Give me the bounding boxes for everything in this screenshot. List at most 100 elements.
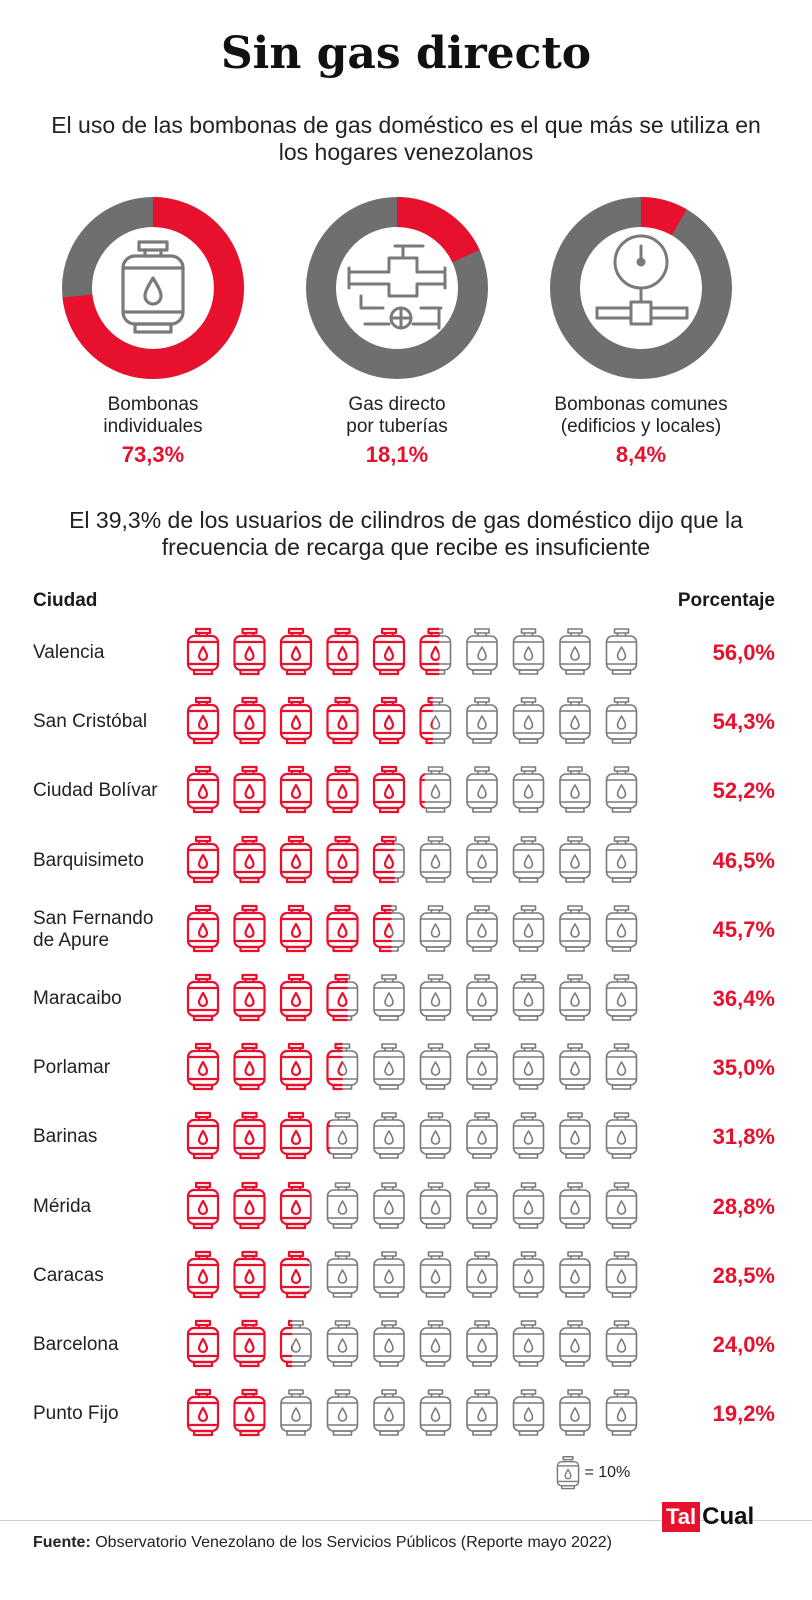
gas-cylinder-icon bbox=[559, 697, 591, 744]
donut-2: Gas directo por tuberías 18,1% bbox=[282, 196, 512, 468]
gas-cylinder-icon bbox=[559, 904, 591, 952]
subtitle: El uso de las bombonas de gas doméstico … bbox=[51, 112, 761, 165]
donut-slice bbox=[306, 197, 488, 379]
gas-cylinder-icon bbox=[184, 695, 222, 750]
gas-cylinder-icon bbox=[184, 1248, 222, 1303]
gas-cylinder-icon bbox=[419, 835, 452, 883]
donut-label-line1: Bombonas comunes bbox=[554, 394, 728, 415]
footer-divider bbox=[0, 1520, 812, 1521]
gas-cylinder-icon bbox=[370, 902, 405, 957]
gas-cylinder-icon bbox=[605, 766, 638, 814]
donut-value: 8,4% bbox=[615, 442, 667, 467]
logo-part2: Cual bbox=[702, 1503, 755, 1530]
gas-cylinder-icon bbox=[373, 1320, 405, 1367]
gas-cylinder-icon bbox=[512, 1320, 545, 1367]
gas-cylinder-icon bbox=[559, 1389, 591, 1436]
gas-cylinder-icon bbox=[184, 764, 222, 819]
gas-cylinder-icon bbox=[326, 1389, 359, 1436]
gas-cylinder-icon bbox=[512, 628, 545, 675]
city-label-line2: de Apure bbox=[33, 929, 110, 951]
gas-cylinder-icon bbox=[466, 628, 498, 675]
gas-cylinder-icon bbox=[370, 626, 408, 680]
gas-cylinder-icon bbox=[323, 902, 362, 957]
city-label: Punto Fijo bbox=[33, 1403, 119, 1425]
gas-cylinder-icon bbox=[512, 766, 545, 814]
table-row: Barquisimeto 46,5% bbox=[0, 833, 812, 894]
pipe-valve-icon bbox=[347, 244, 447, 330]
gas-cylinder-icon bbox=[184, 833, 222, 888]
gas-cylinder-icon bbox=[184, 1110, 222, 1165]
gas-cylinder-icon bbox=[230, 764, 269, 819]
gas-cylinder-icon bbox=[559, 1250, 591, 1298]
gas-cylinder-icon bbox=[323, 764, 362, 819]
gas-cylinder-icon bbox=[605, 1043, 638, 1090]
pictogram-icons bbox=[184, 626, 638, 680]
gas-cylinder-icon bbox=[277, 1248, 312, 1303]
gas-cylinder-icon bbox=[323, 626, 362, 680]
gas-cylinder-icon bbox=[230, 626, 269, 680]
table-row: Punto Fijo 19,2% bbox=[0, 1387, 812, 1447]
gas-cylinder-icon bbox=[323, 1110, 359, 1165]
table-row: San Fernando de Apure 45,7% bbox=[0, 902, 812, 963]
gas-cylinder-icon bbox=[121, 240, 185, 334]
donut-label-line2: individuales bbox=[103, 416, 203, 437]
gas-cylinder-icon bbox=[466, 1250, 498, 1298]
gas-cylinder-icon bbox=[605, 1181, 638, 1229]
gas-cylinder-icon bbox=[605, 974, 638, 1021]
gas-cylinder-icon bbox=[605, 1250, 638, 1298]
gas-cylinder-icon bbox=[184, 972, 222, 1026]
gas-cylinder-icon bbox=[605, 697, 638, 744]
source-label: Fuente: bbox=[33, 1534, 91, 1551]
percentage-value: 31,8% bbox=[712, 1124, 775, 1150]
percentage-value: 56,0% bbox=[712, 640, 775, 665]
gas-cylinder-icon bbox=[512, 974, 545, 1021]
gas-cylinder-icon bbox=[230, 972, 269, 1026]
gas-cylinder-icon bbox=[323, 695, 362, 750]
page-title: Sin gas directo bbox=[220, 28, 592, 79]
gas-cylinder-icon bbox=[230, 1248, 269, 1303]
city-label: Barcelona bbox=[33, 1334, 119, 1355]
source-note: Fuente: Observatorio Venezolano de los S… bbox=[33, 1534, 612, 1552]
gas-cylinder-icon bbox=[419, 1112, 452, 1160]
percentage-value: 28,5% bbox=[712, 1262, 775, 1288]
gas-cylinder-icon bbox=[323, 833, 362, 888]
pictogram-icons bbox=[184, 764, 638, 819]
gas-cylinder-icon bbox=[370, 695, 408, 750]
gas-cylinder-icon bbox=[230, 695, 269, 750]
gas-cylinder-icon bbox=[512, 1112, 545, 1160]
gas-cylinder-icon bbox=[605, 835, 638, 883]
percentage-value: 35,0% bbox=[712, 1055, 775, 1081]
gas-cylinder-icon bbox=[419, 1250, 452, 1298]
gas-cylinder-icon bbox=[466, 766, 498, 814]
donut-slice bbox=[550, 197, 732, 379]
gas-cylinder-icon bbox=[373, 1250, 405, 1298]
gas-cylinder-icon bbox=[326, 1181, 359, 1229]
gas-cylinder-icon bbox=[230, 1041, 269, 1096]
city-label-line1: San Fernando bbox=[33, 907, 154, 929]
donut-chart-1 bbox=[62, 197, 244, 379]
gas-cylinder-icon bbox=[416, 695, 452, 750]
percentage-value: 52,2% bbox=[712, 778, 775, 804]
gas-cylinder-icon bbox=[326, 1320, 359, 1367]
gas-cylinder-icon bbox=[277, 1179, 312, 1234]
gas-cylinder-icon bbox=[419, 1043, 452, 1090]
donut-slice bbox=[62, 197, 244, 379]
talcual-logo: Tal Cual bbox=[662, 1500, 754, 1534]
city-label: Maracaibo bbox=[33, 988, 122, 1009]
gas-cylinder-icon bbox=[605, 904, 638, 952]
donut-1: Bombonas individuales 73,3% bbox=[38, 196, 268, 468]
gas-cylinder-icon bbox=[230, 1179, 269, 1234]
gas-cylinder-icon bbox=[605, 1320, 638, 1367]
gas-cylinder-icon bbox=[184, 626, 222, 680]
city-label: Barinas bbox=[33, 1126, 98, 1148]
table-row: Mérida 28,8% bbox=[0, 1179, 812, 1240]
donut-3: Bombonas comunes (edificios y locales) 8,4… bbox=[526, 196, 756, 468]
gas-cylinder-icon bbox=[556, 1456, 580, 1490]
gas-cylinder-icon bbox=[466, 904, 498, 952]
table-row: Maracaibo 36,4% bbox=[0, 972, 812, 1032]
legend: = 10% bbox=[556, 1456, 630, 1490]
gas-cylinder-icon bbox=[277, 1041, 315, 1096]
gas-cylinder-icon bbox=[605, 1389, 638, 1436]
gas-cylinder-icon bbox=[419, 1320, 452, 1367]
city-label: Valencia bbox=[33, 642, 105, 663]
